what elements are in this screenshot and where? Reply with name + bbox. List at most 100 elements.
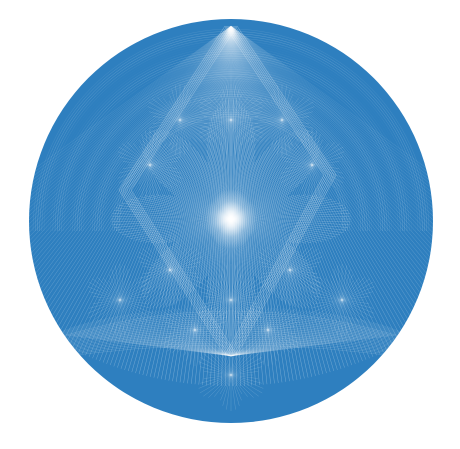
knot-ray (167, 308, 196, 331)
knot-ray (289, 266, 318, 271)
knot-ray (230, 101, 263, 121)
diamond-line (126, 25, 234, 191)
apex-ray (117, 25, 232, 368)
apex-ray (230, 25, 290, 382)
lower-ray (230, 311, 311, 357)
lower-ray (92, 321, 232, 357)
knot-ray (169, 269, 198, 292)
apex-ray (230, 25, 360, 363)
knot-ray (280, 164, 313, 184)
knot-ray (230, 89, 240, 121)
knot-ray (169, 248, 187, 271)
knot-ray (198, 299, 232, 314)
lower-ray (59, 332, 232, 357)
apex-ray (45, 25, 232, 335)
apex-ray (29, 25, 232, 318)
knot-ray (289, 248, 318, 271)
diamond-line (130, 25, 238, 191)
center-glow (205, 189, 257, 249)
lower-ray (203, 307, 232, 357)
lower-ray (56, 333, 232, 357)
knot-ray (169, 269, 179, 301)
knot-ray (169, 235, 175, 271)
apex-ray (29, 25, 232, 311)
knot-ray (137, 269, 171, 284)
knot-ray (289, 269, 302, 290)
diamond-line (128, 25, 236, 191)
knot-ray (194, 329, 223, 334)
knot-ray (203, 98, 232, 121)
knot-ray (311, 151, 345, 166)
knot-ray (149, 164, 161, 191)
knot-ray (281, 156, 313, 166)
apex-ray (29, 25, 232, 281)
knot-ray (175, 119, 181, 155)
apex-ray (230, 25, 411, 339)
lower-ray (114, 316, 232, 357)
knot-ray (194, 299, 204, 331)
apex-ray (120, 25, 232, 369)
knot-ray (199, 374, 232, 394)
knot-ray (230, 98, 248, 121)
knot-ray (311, 164, 317, 200)
knot-ray (222, 119, 232, 151)
apex-ray (230, 25, 433, 292)
knot-ray (295, 143, 313, 166)
knot-ray (199, 281, 232, 301)
apex-ray (230, 25, 377, 356)
knot-ray (179, 94, 191, 121)
lower-arc (40, 322, 422, 350)
knot-ray (109, 299, 121, 326)
knot-ray (169, 261, 201, 271)
knot-ray (203, 119, 232, 124)
knot-ray (190, 329, 196, 365)
knot-ray (203, 374, 232, 397)
knot-ray (341, 299, 359, 322)
knot-ray (168, 100, 181, 121)
knot-ray (267, 304, 279, 331)
knot-ray (300, 164, 313, 185)
apex-ray (230, 25, 433, 311)
diamond-line (120, 25, 228, 191)
lower-ray (230, 328, 395, 357)
knot-ray (254, 98, 283, 121)
knot-ray (220, 349, 232, 376)
knot-ray (230, 340, 236, 376)
knot-ray (267, 311, 300, 331)
lower-arc (40, 334, 422, 356)
knot-ray (285, 269, 291, 305)
apex-ray (230, 25, 417, 335)
knot-ray (152, 119, 181, 124)
knot-ray (198, 119, 232, 134)
knot-ray (169, 239, 179, 271)
knot-ray (267, 308, 296, 331)
lower-ray (230, 314, 336, 357)
knot-ray (277, 119, 283, 155)
knot-ray (208, 299, 232, 323)
knot-ray (281, 98, 299, 121)
knot-ray (311, 161, 340, 166)
lower-ray (230, 313, 330, 357)
knot-ray (87, 286, 121, 301)
knot-ray (257, 329, 269, 356)
knot-ray (303, 134, 313, 166)
knot-ray (194, 329, 212, 352)
apex-ray (230, 25, 433, 284)
knot-ray (152, 116, 181, 121)
knot-ray (281, 119, 305, 143)
apex-ray (32, 25, 232, 327)
knot-ray (259, 97, 283, 121)
knot-ray (167, 329, 196, 334)
lower-ray (230, 317, 351, 357)
knot-ray (219, 280, 232, 301)
knot-ray (311, 291, 343, 301)
knot-ray (149, 164, 162, 185)
apex-ray (230, 25, 387, 351)
knot-ray (249, 106, 283, 121)
lower-ray (230, 323, 378, 357)
knot-ray (162, 329, 196, 344)
rim-arc (70, 67, 392, 232)
knot-ray (311, 164, 345, 179)
knot-ray (267, 329, 280, 350)
apex-ray (146, 25, 232, 376)
